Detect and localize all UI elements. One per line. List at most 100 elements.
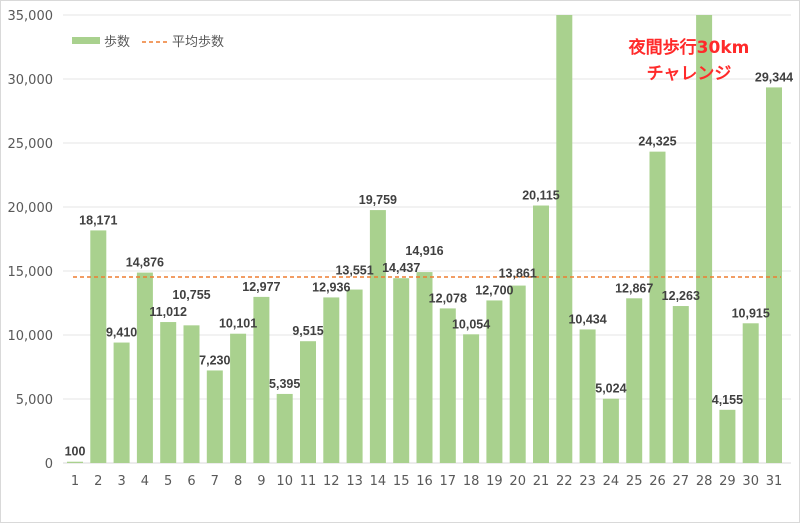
- x-tick-label: 25: [626, 474, 643, 489]
- bar-day-19: [486, 300, 503, 463]
- bar-day-16: [416, 272, 433, 463]
- bar-day-3: [113, 342, 130, 463]
- x-tick-label: 17: [440, 474, 457, 489]
- bar-day-27: [672, 306, 689, 463]
- data-label: 9,410: [106, 326, 137, 340]
- legend-label-average: 平均歩数: [172, 35, 224, 50]
- x-tick-label: 28: [696, 474, 713, 489]
- x-tick-label: 31: [766, 474, 783, 489]
- x-tick-label: 6: [187, 474, 195, 489]
- data-label: 7,230: [199, 353, 230, 367]
- data-label: 24,325: [638, 135, 676, 149]
- bar-day-25: [626, 298, 643, 463]
- data-label: 12,867: [615, 281, 653, 295]
- y-tick-label: 15,000: [8, 265, 54, 280]
- data-label: 12,936: [312, 280, 350, 294]
- y-tick-label: 10,000: [8, 329, 54, 344]
- x-tick-label: 11: [300, 474, 317, 489]
- bar-day-28: [696, 15, 713, 463]
- x-tick-label: 5: [164, 474, 172, 489]
- data-label: 5,395: [269, 377, 300, 391]
- data-label: 11,012: [149, 305, 187, 319]
- data-label: 10,915: [732, 306, 770, 320]
- bar-day-1: [67, 461, 83, 463]
- x-tick-label: 21: [533, 474, 550, 489]
- data-label: 14,437: [382, 261, 420, 275]
- y-tick-label: 25,000: [8, 137, 54, 152]
- bar-day-30: [742, 323, 759, 463]
- bar-day-12: [323, 297, 340, 463]
- data-label: 12,078: [429, 291, 467, 305]
- bar-day-24: [602, 398, 619, 463]
- data-label: 4,155: [712, 393, 743, 407]
- data-label: 10,101: [219, 317, 257, 331]
- x-tick-label: 7: [211, 474, 219, 489]
- legend: 歩数 平均歩数: [72, 35, 224, 50]
- data-label: 10,054: [452, 317, 490, 331]
- bar-day-11: [300, 341, 316, 463]
- bar-day-8: [230, 333, 247, 463]
- data-label: 10,434: [568, 312, 606, 326]
- x-tick-label: 15: [393, 474, 410, 489]
- data-label: 29,344: [755, 70, 793, 84]
- y-tick-label: 0: [45, 457, 53, 472]
- x-tick-label: 30: [742, 474, 759, 489]
- x-tick-label: 1: [71, 474, 79, 489]
- x-tick-label: 3: [117, 474, 125, 489]
- x-tick-label: 4: [141, 474, 149, 489]
- x-tick-label: 9: [257, 474, 265, 489]
- data-label: 12,977: [242, 280, 280, 294]
- x-tick-label: 22: [556, 474, 573, 489]
- bar-day-17: [439, 308, 456, 463]
- annotation-line-2: チャレンジ: [647, 64, 732, 84]
- x-tick-label: 12: [323, 474, 340, 489]
- x-tick-label: 18: [463, 474, 480, 489]
- annotation-line-1: 夜間歩行30km: [628, 37, 750, 58]
- bar-day-7: [206, 370, 223, 463]
- x-tick-label: 16: [416, 474, 433, 489]
- x-tick-label: 23: [579, 474, 596, 489]
- data-label: 100: [65, 445, 86, 459]
- bar-day-22: [556, 15, 573, 463]
- y-tick-label: 20,000: [8, 201, 54, 216]
- x-tick-label: 29: [719, 474, 736, 489]
- bar-day-18: [463, 334, 480, 463]
- x-tick-label: 19: [486, 474, 503, 489]
- data-label: 14,916: [405, 244, 443, 258]
- bar-day-29: [719, 409, 736, 463]
- x-tick-label: 20: [509, 474, 526, 489]
- bar-day-10: [276, 393, 293, 463]
- bar-day-31: [766, 87, 782, 464]
- bar-day-26: [649, 151, 666, 463]
- x-tick-label: 13: [346, 474, 363, 489]
- x-tick-label: 24: [603, 474, 620, 489]
- bar-day-6: [183, 325, 200, 463]
- bar-day-15: [393, 278, 410, 463]
- data-label: 19,759: [359, 193, 397, 207]
- bar-day-13: [346, 289, 363, 463]
- data-label: 14,876: [126, 256, 164, 270]
- legend-swatch-steps: [72, 37, 100, 44]
- bar-day-2: [90, 230, 107, 463]
- data-label: 13,551: [335, 263, 373, 277]
- y-tick-label: 35,000: [8, 9, 54, 24]
- data-label: 18,171: [79, 213, 117, 227]
- bar-day-14: [369, 210, 386, 463]
- bar-day-23: [579, 329, 596, 463]
- y-tick-label: 5,000: [16, 393, 53, 408]
- x-tick-label: 26: [649, 474, 666, 489]
- bar-day-9: [253, 296, 270, 463]
- data-label: 10,755: [172, 288, 210, 302]
- x-tick-label: 14: [370, 474, 387, 489]
- data-label: 5,024: [595, 382, 626, 396]
- bar-day-20: [509, 285, 526, 463]
- y-tick-label: 30,000: [8, 73, 54, 88]
- x-tick-label: 27: [673, 474, 690, 489]
- data-label: 12,263: [662, 289, 700, 303]
- bar-day-5: [160, 322, 177, 463]
- bar-day-4: [136, 272, 153, 463]
- data-label: 9,515: [292, 324, 323, 338]
- data-label: 20,115: [522, 189, 560, 203]
